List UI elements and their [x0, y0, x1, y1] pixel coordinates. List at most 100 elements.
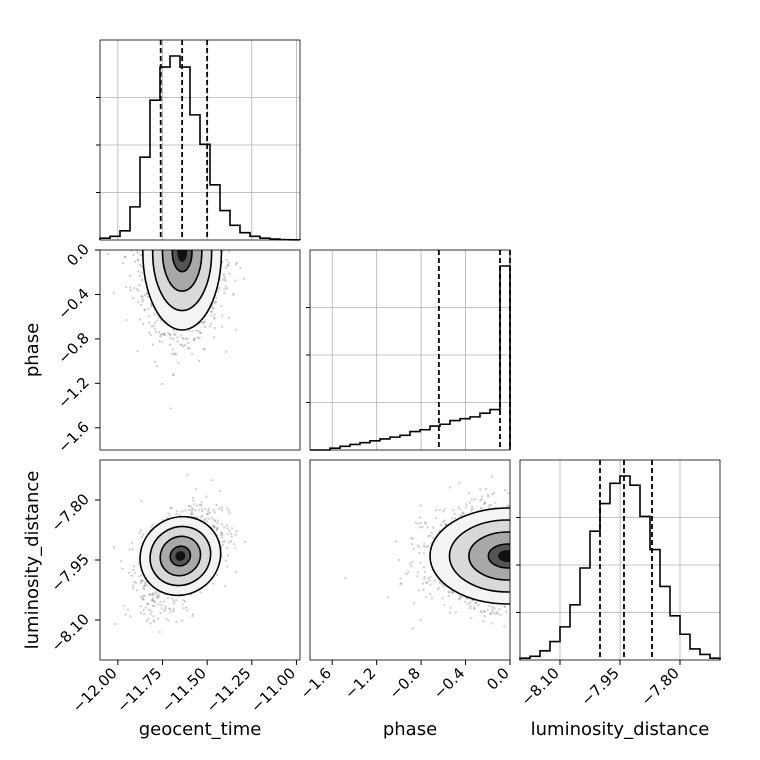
sample-point	[400, 582, 403, 585]
sample-point	[150, 593, 154, 596]
sample-point	[183, 343, 187, 347]
sample-point	[480, 506, 483, 509]
sample-point	[419, 561, 422, 565]
sample-point	[427, 576, 430, 580]
sample-point	[207, 507, 210, 511]
sample-point	[417, 589, 421, 592]
sample-point	[133, 286, 136, 290]
sample-point	[416, 522, 420, 526]
sample-point	[208, 325, 211, 328]
sample-point	[428, 593, 432, 596]
sample-point	[422, 565, 426, 569]
panel-geocent-time-luminosity-distance-density	[139, 515, 222, 597]
sample-point	[139, 580, 143, 583]
sample-point	[205, 512, 209, 516]
sample-point	[167, 619, 170, 622]
xtick-label: −1.2	[341, 664, 379, 702]
sample-point	[418, 551, 421, 555]
sample-point	[186, 474, 189, 477]
sample-point	[441, 597, 444, 600]
sample-point	[213, 313, 216, 316]
sample-point	[204, 325, 207, 329]
sample-point	[126, 608, 130, 612]
sample-point	[201, 514, 204, 517]
sample-point	[216, 521, 219, 525]
sample-point	[137, 289, 140, 292]
panel-phase-luminosity-distance-frame	[309, 459, 511, 661]
sample-point	[112, 291, 115, 294]
sample-point	[132, 253, 135, 257]
sample-point	[490, 475, 493, 478]
sample-point	[197, 508, 201, 512]
sample-point	[150, 610, 153, 613]
sample-point	[423, 542, 426, 545]
sample-point	[120, 559, 123, 563]
sample-point	[154, 330, 158, 334]
sample-point	[136, 588, 139, 592]
sample-point	[183, 600, 187, 603]
sample-point	[143, 309, 147, 312]
sample-point	[464, 600, 467, 604]
sample-point	[447, 590, 450, 594]
sample-point	[190, 510, 193, 513]
sample-point	[187, 508, 191, 512]
contour-line	[151, 250, 213, 312]
sample-point	[469, 509, 473, 512]
xtick-label: −11.00	[247, 664, 299, 716]
sample-point	[211, 516, 214, 520]
sample-point	[235, 529, 238, 533]
sample-point	[132, 586, 135, 590]
sample-point	[470, 498, 474, 501]
sample-point	[194, 329, 198, 332]
sample-point	[141, 596, 144, 600]
sample-point	[442, 585, 445, 588]
sample-point	[169, 337, 172, 340]
sample-point	[139, 581, 143, 585]
sample-point	[127, 571, 131, 575]
xtick-label: −11.75	[113, 664, 165, 716]
sample-point	[152, 614, 155, 618]
sample-point	[184, 509, 187, 512]
sample-point	[157, 596, 160, 599]
sample-point	[153, 619, 156, 622]
sample-point	[168, 343, 171, 347]
sample-point	[234, 533, 237, 536]
sample-point	[451, 591, 455, 595]
sample-point	[182, 607, 185, 610]
contour-line	[161, 250, 203, 292]
sample-point	[462, 511, 465, 515]
sample-point	[200, 509, 204, 513]
sample-point	[418, 545, 421, 549]
sample-point	[422, 545, 426, 548]
sample-point	[145, 581, 148, 584]
sample-point	[123, 255, 127, 259]
sample-point	[172, 610, 175, 613]
sample-point	[197, 329, 200, 333]
sample-point	[171, 337, 175, 340]
sample-point	[156, 617, 160, 621]
sample-point	[151, 523, 154, 526]
sample-point	[221, 536, 224, 539]
hist-geocent-time	[99, 55, 301, 241]
sample-point	[244, 540, 247, 543]
sample-point	[491, 611, 495, 614]
sample-point	[429, 575, 432, 578]
sample-point	[447, 594, 450, 598]
sample-point	[170, 506, 173, 510]
sample-point	[212, 524, 216, 528]
sample-point	[159, 611, 162, 615]
sample-point	[234, 546, 237, 550]
sample-point	[166, 516, 169, 520]
sample-point	[222, 540, 225, 544]
sample-point	[448, 591, 451, 594]
sample-point	[220, 534, 223, 537]
sample-point	[228, 541, 231, 544]
sample-point	[220, 506, 223, 509]
sample-point	[128, 286, 132, 289]
sample-point	[139, 611, 143, 615]
sample-point	[142, 612, 146, 616]
sample-point	[209, 310, 213, 314]
sample-point	[486, 608, 489, 611]
sample-point	[157, 603, 160, 606]
sample-point	[162, 600, 166, 604]
